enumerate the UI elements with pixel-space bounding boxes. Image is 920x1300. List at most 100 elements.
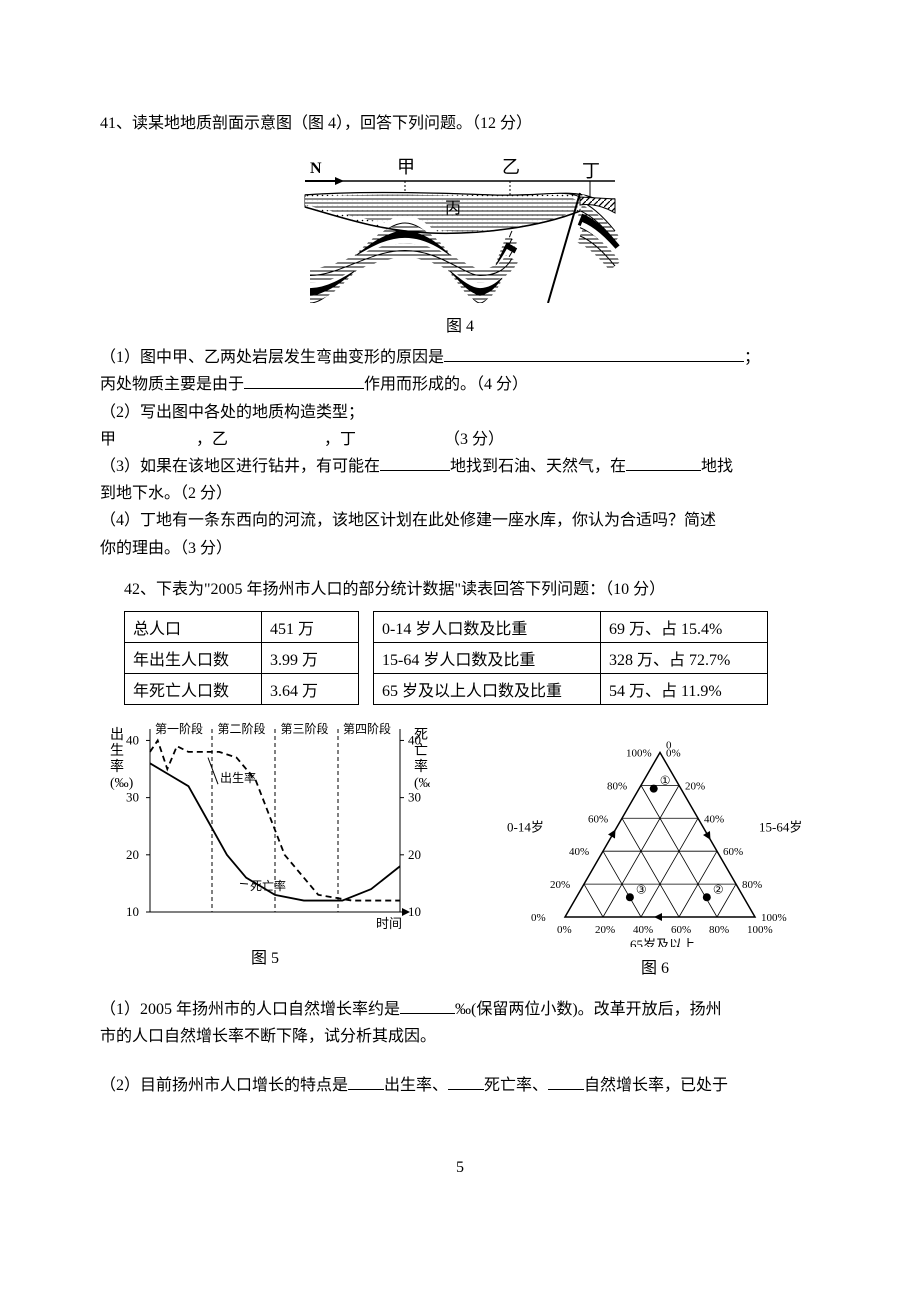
q41-sub3-a: （3）如果在该地区进行钻井，有可能在 [100,458,380,475]
q41-sub3-line2: 到地下水。（2 分） [100,480,820,507]
svg-text:100%: 100% [747,924,773,936]
q42-sub2-a: （2）目前扬州市人口增长的特点是 [100,1077,348,1094]
blank [444,345,744,362]
figure-4-caption: 图 4 [100,312,820,336]
svg-text:甲: 甲 [397,157,415,177]
svg-text:20: 20 [408,847,421,862]
svg-text:10: 10 [408,904,421,919]
svg-text:100%: 100% [626,747,652,759]
q41-sub2-line: 甲 ，乙 ，丁 （3 分） [100,426,820,453]
q42-sub1-line1: （1）2005 年扬州市的人口自然增长率约是 ‰(保留两位小数)。改革开放后，扬州 [100,996,820,1023]
svg-text:0: 0 [666,739,672,751]
q42-sub1-b: ‰(保留两位小数)。改革开放后，扬州 [455,1001,722,1018]
blank [548,1073,584,1090]
svg-text:①: ① [660,774,671,788]
q42-charts: 1010202030304040出生率(‰)死亡率(‰)时间第一阶段第二阶段第三… [100,717,820,986]
svg-text:③: ③ [636,882,647,896]
q42-sub1-a: （1）2005 年扬州市的人口自然增长率约是 [100,1001,400,1018]
q41-sub3-c: 地找 [701,458,733,475]
svg-text:100%: 100% [761,912,787,924]
svg-text:10: 10 [126,904,139,919]
population-table-right: 0-14 岁人口数及比重69 万、占 15.4%15-64 岁人口数及比重328… [373,611,768,705]
svg-text:20: 20 [126,847,139,862]
q41-stem: 41、读某地地质剖面示意图（图 4），回答下列问题。（12 分） [100,110,820,137]
population-table-left: 总人口451 万年出生人口数3.99 万年死亡人口数3.64 万 [124,611,359,705]
svg-text:80%: 80% [709,924,729,936]
svg-text:第一阶段: 第一阶段 [155,721,203,736]
svg-text:率: 率 [110,758,124,775]
q41-sub1-c: 丙处物质主要是由于 [100,376,244,393]
svg-text:第四阶段: 第四阶段 [343,721,391,736]
svg-text:20%: 20% [685,780,705,792]
svg-text:②: ② [713,882,724,896]
q41-sub2-head: （2）写出图中各处的地质构造类型； [100,399,820,426]
figure-6-caption: 图 6 [490,954,820,978]
q41-sub1-line2: 丙处物质主要是由于 作用而形成的。（4 分） [100,371,820,398]
figure-4: N 甲 乙 丁丙 [100,153,820,308]
blank [380,454,450,471]
q42-sub1-line2: 市的人口自然增长率不断下降，试分析其成因。 [100,1023,820,1050]
svg-text:20%: 20% [550,879,570,891]
svg-text:死: 死 [414,728,428,743]
exam-page: 41、读某地地质剖面示意图（图 4），回答下列问题。（12 分） N 甲 乙 丁丙 图… [0,0,920,1217]
svg-text:亡: 亡 [414,743,428,759]
svg-text:60%: 60% [588,813,608,825]
figure-5-caption: 图 5 [100,944,430,968]
svg-text:死亡率: 死亡率 [250,878,286,893]
q42-stem: 42、下表为"2005 年扬州市人口的部分统计数据"读表回答下列问题：（10 分… [124,576,820,603]
svg-text:第三阶段: 第三阶段 [281,721,329,736]
blank [400,997,455,1014]
svg-text:(‰): (‰) [110,776,134,791]
table-cell: 年出生人口数 [125,642,262,673]
q41-sub3-line1: （3）如果在该地区进行钻井，有可能在 地找到石油、天然气，在 地找 [100,453,820,480]
figure-6: 0%0%0%20%20%20%40%40%40%60%60%60%80%80%8… [490,717,820,986]
table-cell: 54 万、占 11.9% [601,673,768,704]
svg-text:60%: 60% [671,924,691,936]
demographic-transition-chart: 1010202030304040出生率(‰)死亡率(‰)时间第一阶段第二阶段第三… [100,717,430,937]
q42-tables: 总人口451 万年出生人口数3.99 万年死亡人口数3.64 万 0-14 岁人… [124,611,820,705]
svg-text:0-14岁: 0-14岁 [507,819,544,834]
q42-sub2-line: （2）目前扬州市人口增长的特点是 出生率、 死亡率、 自然增长率，已处于 [100,1072,820,1099]
svg-text:80%: 80% [607,780,627,792]
svg-text:时间: 时间 [376,916,402,931]
geology-cross-section: N 甲 乙 丁丙 [280,153,640,303]
figure-5: 1010202030304040出生率(‰)死亡率(‰)时间第一阶段第二阶段第三… [100,717,430,986]
triangle-chart: 0%0%0%20%20%20%40%40%40%60%60%60%80%80%8… [490,717,820,947]
svg-text:20%: 20% [595,924,615,936]
svg-text:65岁及以上: 65岁及以上 [630,937,695,947]
table-cell: 328 万、占 72.7% [601,642,768,673]
blank [448,1073,484,1090]
q42-sub2-d: 自然增长率，已处于 [584,1077,728,1094]
svg-text:60%: 60% [723,846,743,858]
svg-text:0%: 0% [557,924,572,936]
blank [244,372,364,389]
q41-sub4-line2: 你的理由。（3 分） [100,535,820,562]
svg-text:出生率: 出生率 [220,770,256,785]
svg-text:丙: 丙 [445,200,461,217]
table-cell: 总人口 [125,611,262,642]
q41-sub4-line1: （4）丁地有一条东西向的河流，该地区计划在此处修建一座水库，你认为合适吗？简述 [100,507,820,534]
page-number: 5 [100,1159,820,1177]
table-cell: 69 万、占 15.4% [601,611,768,642]
svg-text:(‰): (‰) [414,776,430,791]
q41-sub3-b: 地找到石油、天然气，在 [450,458,626,475]
table-cell: 3.64 万 [262,673,359,704]
svg-text:乙: 乙 [502,157,520,177]
table-cell: 年死亡人口数 [125,673,262,704]
table-cell: 15-64 岁人口数及比重 [374,642,601,673]
table-cell: 0-14 岁人口数及比重 [374,611,601,642]
q41-sub1-d: 作用而形成的。（4 分） [364,376,528,393]
svg-text:15-64岁: 15-64岁 [759,819,802,834]
svg-text:生: 生 [110,743,124,759]
table-cell: 3.99 万 [262,642,359,673]
svg-text:N: N [310,160,322,177]
svg-text:出: 出 [110,727,124,743]
q42-sub2-b: 出生率、 [384,1077,448,1094]
q42-sub2-c: 死亡率、 [484,1077,548,1094]
svg-text:40%: 40% [704,813,724,825]
svg-text:30: 30 [408,790,421,805]
svg-text:丁: 丁 [582,161,600,181]
svg-text:40%: 40% [633,924,653,936]
svg-text:80%: 80% [742,879,762,891]
svg-text:率: 率 [414,758,428,775]
